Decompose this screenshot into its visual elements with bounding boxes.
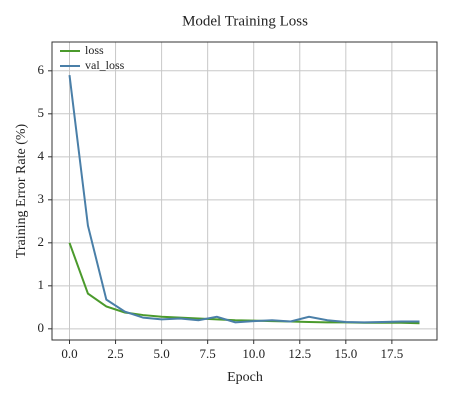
y-tick-label: 3: [38, 191, 45, 206]
legend-label: val_loss: [85, 58, 125, 72]
x-tick-label: 12.5: [288, 346, 311, 361]
series-line: [68, 74, 420, 324]
x-tick-label: 17.5: [380, 346, 403, 361]
x-tick-label: 7.5: [200, 346, 216, 361]
y-tick-label: 4: [38, 148, 45, 163]
y-axis-label: Training Error Rate (%): [14, 123, 29, 258]
x-axis-label: Epoch: [227, 370, 263, 385]
y-tick-label: 6: [38, 62, 45, 77]
x-tick-label: 15.0: [334, 346, 357, 361]
y-tick-label: 5: [38, 105, 45, 120]
chart-title: Model Training Loss: [182, 13, 308, 29]
series-line: [68, 242, 420, 325]
x-tick-label: 5.0: [153, 346, 169, 361]
y-tick-label: 2: [38, 234, 45, 249]
x-tick-label: 0.0: [61, 346, 77, 361]
plot-frame: [51, 41, 438, 341]
x-tick-label: 2.5: [107, 346, 123, 361]
x-tick-label: 10.0: [242, 346, 265, 361]
y-tick-label: 1: [38, 277, 45, 292]
legend-label: loss: [85, 43, 104, 57]
y-tick-label: 0: [38, 320, 45, 335]
